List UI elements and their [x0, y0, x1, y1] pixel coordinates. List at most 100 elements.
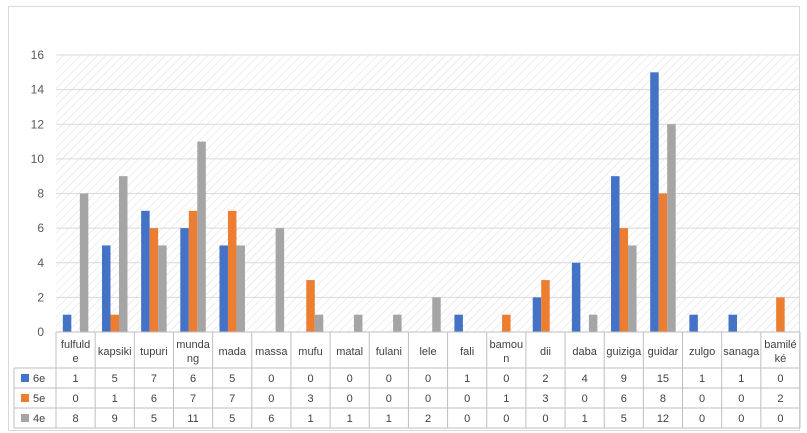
bar-4e-tupuri	[158, 245, 167, 332]
legend-label-6e: 6e	[33, 373, 45, 385]
category-label: mada	[218, 346, 246, 358]
bar-5e-mada	[227, 210, 237, 332]
bar-6e-zulgo	[689, 314, 698, 332]
y-tick-label: 4	[37, 256, 44, 270]
data-label: 0	[347, 393, 353, 405]
bar-5e-tupuri	[149, 228, 159, 332]
bar-6e-mada	[219, 245, 228, 332]
data-label: 6	[190, 373, 196, 385]
data-label: 9	[621, 373, 627, 385]
bar-4e-guidar	[667, 124, 676, 332]
bar-6e-guidar	[650, 72, 659, 332]
data-label: 6	[268, 413, 274, 425]
legend-key-6e	[21, 374, 29, 382]
bar-5e-kapsiki	[110, 314, 119, 332]
bar-4e-lele	[432, 297, 441, 332]
bar-4e-guiziga	[628, 245, 637, 332]
y-tick-label: 14	[31, 83, 45, 97]
data-label: 1	[386, 413, 392, 425]
category-label: lele	[419, 346, 436, 358]
data-label: 1	[582, 413, 588, 425]
legend-label-4e: 4e	[33, 413, 45, 425]
data-label: 0	[699, 413, 705, 425]
y-tick-label: 10	[31, 152, 45, 166]
legend-key-5e	[21, 394, 29, 402]
data-label: 1	[73, 373, 79, 385]
data-label: 0	[738, 393, 744, 405]
category-label: dii	[540, 346, 551, 358]
bar-6e-kapsiki	[101, 245, 111, 332]
legend-key-4e	[21, 414, 29, 422]
data-label: 7	[151, 373, 157, 385]
y-axis-ticks: 0 2 4 6 8 10 12 14 16	[31, 48, 45, 339]
bar-6e-guiziga	[611, 176, 620, 332]
bar-6e-dii	[532, 297, 542, 332]
bar-5e-bamoun	[502, 314, 511, 332]
bar-6e-mundang	[180, 228, 189, 332]
data-label: 1	[699, 373, 705, 385]
data-label: 0	[268, 393, 274, 405]
data-label: 0	[347, 373, 353, 385]
category-label: matal	[336, 346, 363, 358]
bar-4e-massa	[275, 228, 285, 332]
data-label: 3	[542, 393, 548, 405]
data-label: 6	[621, 393, 627, 405]
category-label: e	[73, 353, 79, 365]
data-label: 1	[347, 413, 353, 425]
category-label: ng	[187, 353, 199, 365]
y-tick-label: 8	[37, 187, 44, 201]
category-label: fali	[460, 346, 474, 358]
bar-4e-mada	[236, 245, 245, 332]
data-label: 12	[657, 413, 669, 425]
bars	[62, 72, 785, 332]
data-label: 0	[503, 413, 509, 425]
data-table: fulfuld e kapsiki tupuri munda ng mada massa muf…	[13, 331, 801, 429]
data-label: 5	[621, 413, 627, 425]
bar-4e-fulani	[393, 314, 402, 332]
bar-6e-fulfulde	[62, 314, 72, 332]
bar-6e-fali	[454, 314, 463, 332]
data-label: 6	[151, 393, 157, 405]
bar-4e-kapsiki	[118, 176, 128, 332]
data-label: 0	[777, 373, 783, 385]
category-label: fulani	[376, 346, 402, 358]
data-label: 1	[503, 393, 509, 405]
data-label: 0	[738, 413, 744, 425]
data-label: 1	[464, 373, 470, 385]
bar-5e-guidar	[658, 193, 668, 332]
category-label: n	[503, 353, 509, 365]
data-label: 7	[190, 393, 196, 405]
data-label: 0	[699, 393, 705, 405]
data-label: 0	[464, 393, 470, 405]
data-label: 0	[386, 373, 392, 385]
data-label: 0	[425, 393, 431, 405]
data-label: 3	[307, 393, 313, 405]
data-label: 1	[738, 373, 744, 385]
bar-5e-mundang	[188, 210, 198, 332]
gridlines	[56, 54, 800, 333]
data-label: 2	[425, 413, 431, 425]
data-label: 0	[503, 373, 509, 385]
data-label: 0	[386, 393, 392, 405]
bar-4e-daba	[588, 314, 598, 332]
category-label: guidar	[648, 346, 679, 358]
data-label: 8	[660, 393, 666, 405]
category-label: munda	[176, 339, 211, 351]
category-label: ké	[775, 353, 787, 365]
bar-6e-daba	[571, 262, 581, 332]
bar-5e-dii	[541, 280, 550, 332]
data-label: 8	[73, 413, 79, 425]
data-label: 0	[582, 393, 588, 405]
data-label: 2	[777, 393, 783, 405]
data-label: 0	[268, 373, 274, 385]
bar-4e-fulfulde	[79, 193, 89, 332]
data-label: 0	[425, 373, 431, 385]
y-tick-label: 2	[37, 290, 44, 304]
category-label: bamou	[489, 339, 523, 351]
category-label: mufu	[298, 346, 322, 358]
category-label: daba	[572, 346, 597, 358]
data-label: 7	[229, 393, 235, 405]
y-tick-label: 16	[31, 48, 45, 62]
legend-label-5e: 5e	[33, 393, 45, 405]
bar-5e-guiziga	[619, 228, 629, 332]
